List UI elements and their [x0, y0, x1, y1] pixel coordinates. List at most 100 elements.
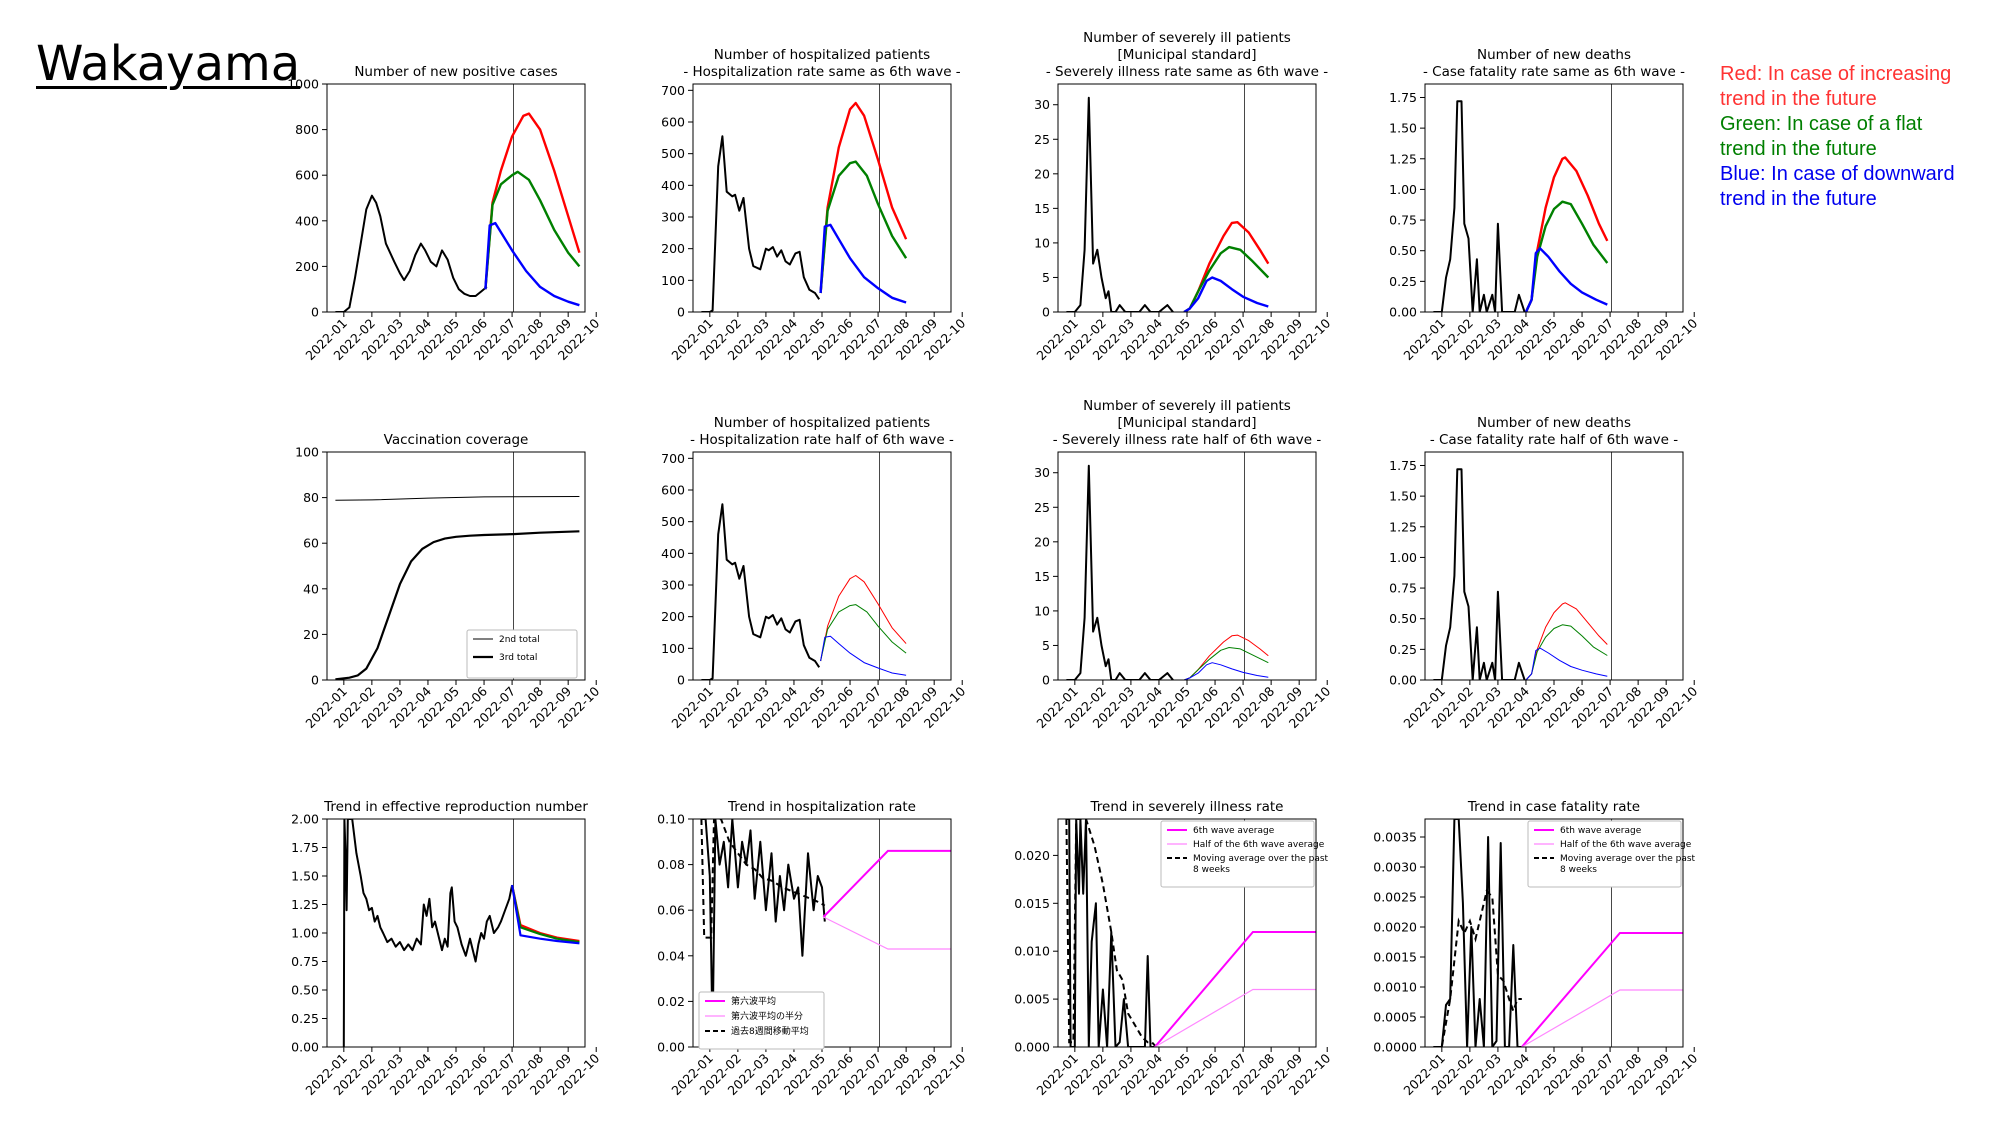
level-pink: [823, 916, 951, 950]
y-tick-label: 1.75: [1389, 458, 1417, 473]
y-tick-label: 0.25: [1389, 642, 1417, 657]
observed-series: [1433, 100, 1526, 312]
y-tick-label: 200: [295, 259, 319, 274]
y-tick-label: 20: [303, 627, 319, 642]
chart-vaccination: Vaccination coverage0204060801002022-012…: [295, 432, 602, 731]
chart-title: - Hospitalization rate half of 6th wave …: [690, 432, 954, 448]
plot-frame: [1424, 83, 1684, 313]
y-tick-label: 400: [661, 546, 685, 561]
y-tick-label: 1.25: [291, 897, 319, 912]
y-tick-label: 1000: [287, 77, 319, 92]
y-tick-label: 0.25: [291, 1011, 319, 1026]
chart-legend: 6th wave average Half of the 6th wave ave…: [1160, 820, 1329, 888]
legend-box: [466, 629, 578, 679]
y-tick-label: 0.02: [657, 994, 685, 1009]
plot-frame: [1424, 818, 1684, 1048]
y-tick-label: 0.0025: [1373, 890, 1417, 905]
y-tick-label: 800: [295, 122, 319, 137]
y-tick-label: 1.75: [291, 840, 319, 855]
legend-entry: 6th wave average: [1560, 826, 1642, 836]
chart-title: Trend in effective reproduction number: [323, 799, 588, 815]
observed-series: [342, 819, 514, 1047]
legend-note-line-red-1: Red: In case of increasing: [1720, 63, 1952, 85]
y-tick-label: 0.75: [291, 954, 319, 969]
legend-entry: Half of the 6th wave average: [1193, 840, 1325, 850]
moving-average-series: [1065, 819, 1157, 1047]
y-tick-label: 10: [1034, 235, 1050, 250]
plot-area: [1433, 452, 1612, 680]
y-tick-label: 0.06: [657, 903, 685, 918]
chart-severe-b: Number of severely ill patients[Municipa…: [1033, 398, 1333, 731]
legend-note-line-green-1: Green: In case of a flat: [1720, 113, 1923, 135]
y-tick-label: 0: [1042, 673, 1050, 688]
y-tick-label: 0.50: [1389, 611, 1417, 626]
chart-title: - Case fatality rate same as 6th wave -: [1423, 64, 1685, 80]
legend-entry: 第六波平均: [731, 995, 776, 1007]
y-tick-label: 1.50: [1389, 121, 1417, 136]
scenario-red: [511, 884, 580, 943]
plot-frame: [326, 451, 586, 681]
y-tick-label: 2.00: [291, 812, 319, 827]
legend-entry: 8 weeks: [1560, 865, 1597, 875]
y-tick-label: 30: [1034, 97, 1050, 112]
y-tick-label: 0.75: [1389, 581, 1417, 596]
plot-area: [1433, 84, 1612, 312]
y-tick-label: 1.00: [1389, 182, 1417, 197]
scenario-blue: [1184, 662, 1269, 680]
observed-series: [1066, 464, 1174, 680]
y-tick-label: 15: [1034, 569, 1050, 584]
y-tick-label: 20: [1034, 166, 1050, 181]
chart-title: Trend in hospitalization rate: [727, 799, 916, 815]
chart-title: - Severely illness rate same as 6th wave…: [1046, 64, 1328, 80]
y-tick-label: 10: [1034, 603, 1050, 618]
y-tick-label: 0.0015: [1373, 950, 1417, 965]
y-tick-label: 0.0010: [1373, 980, 1417, 995]
chart-title: [Municipal standard]: [1118, 415, 1257, 431]
scenario-blue: [1525, 647, 1608, 680]
y-tick-label: 600: [295, 168, 319, 183]
plot-frame: [1057, 818, 1317, 1048]
plot-frame: [326, 83, 586, 313]
y-tick-label: 80: [303, 490, 319, 505]
y-tick-label: 0.00: [291, 1040, 319, 1055]
observed-series: [1066, 96, 1174, 312]
y-tick-label: 0.0005: [1373, 1010, 1417, 1025]
chart-title: Number of severely ill patients: [1083, 30, 1291, 46]
y-tick-label: 300: [661, 210, 685, 225]
y-tick-label: 400: [661, 178, 685, 193]
y-tick-label: 600: [661, 483, 685, 498]
moving-average-series: [1433, 888, 1522, 1047]
legend-entry: 第六波平均の半分: [731, 1010, 803, 1022]
chart-reproduction: Trend in effective reproduction number 0.…: [291, 799, 602, 1098]
y-tick-label: 0: [311, 673, 319, 688]
scenario-blue: [819, 223, 907, 304]
observed-series: [1433, 468, 1526, 680]
legend-note-line-blue-1: Blue: In case of downward: [1720, 163, 1955, 185]
legend-box: [1527, 820, 1682, 888]
y-tick-label: 1.25: [1389, 151, 1417, 166]
scenario-blue: [484, 221, 580, 307]
legend-note-line-green-2: trend in the future: [1720, 138, 1877, 160]
chart-title: Trend in severely illness rate: [1090, 799, 1284, 815]
y-tick-label: 0.50: [1389, 243, 1417, 258]
plot-frame: [1057, 451, 1317, 681]
level-magenta: [1521, 932, 1683, 1047]
y-tick-label: 40: [303, 581, 319, 596]
legend-entry: 過去8週間移動平均: [731, 1025, 809, 1037]
chart-positive-cases: Number of new positive cases 0 200 400 600 80…: [287, 64, 602, 363]
observed-series: [1066, 819, 1157, 1047]
y-tick-label: 700: [661, 83, 685, 98]
y-tick-label: 0.0020: [1373, 920, 1417, 935]
y-tick-label: 60: [303, 536, 319, 551]
y-tick-label: 0.0000: [1373, 1040, 1417, 1055]
chart-title: - Hospitalization rate same as 6th wave …: [683, 64, 960, 80]
y-tick-label: 400: [295, 213, 319, 228]
scenario-red: [1524, 156, 1609, 312]
y-tick-label: 1.00: [1389, 550, 1417, 565]
chart-title: Trend in case fatality rate: [1467, 799, 1640, 815]
chart-legend: 2nd total 3rd total: [466, 629, 578, 679]
plot-frame: [1424, 451, 1684, 681]
scenario-blue: [1524, 247, 1608, 312]
series-line: [335, 530, 580, 680]
